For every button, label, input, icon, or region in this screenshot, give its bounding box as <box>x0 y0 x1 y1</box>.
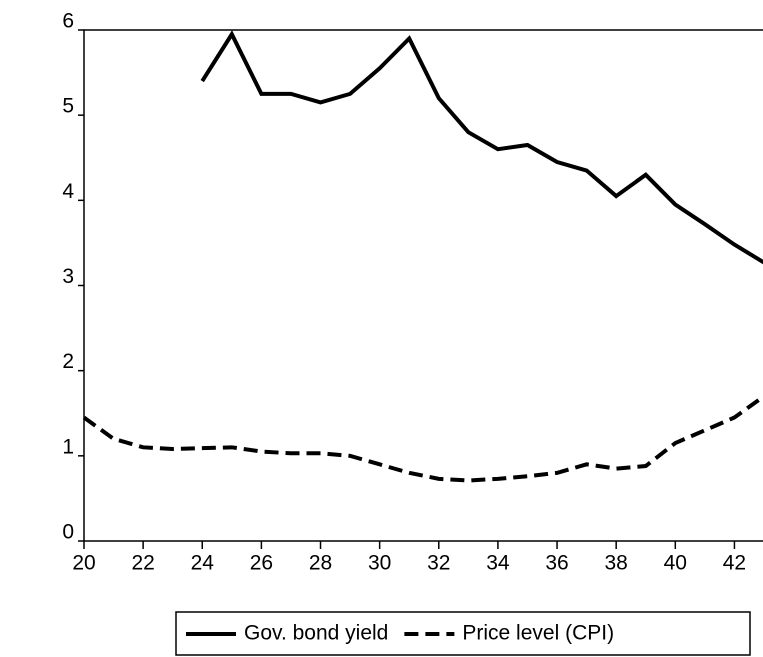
legend-box <box>175 611 751 656</box>
x-tick-label: 34 <box>486 552 510 575</box>
x-tick-label: 42 <box>723 552 746 575</box>
y-tick-label: 5 <box>62 95 74 118</box>
y-tick-label: 3 <box>62 265 74 288</box>
x-tick-label: 36 <box>545 552 568 575</box>
x-tick-label: 32 <box>427 552 450 575</box>
x-tick-label: 38 <box>604 552 627 575</box>
x-tick-label: 40 <box>664 552 687 575</box>
legend-label: Gov. bond yield <box>244 622 388 645</box>
x-tick-label: 22 <box>131 552 154 575</box>
y-tick-label: 2 <box>62 350 74 373</box>
series-line <box>82 394 763 483</box>
x-tick-label: 24 <box>191 552 215 575</box>
legend-label: Price level (CPI) <box>462 622 614 645</box>
y-tick-label: 0 <box>62 521 74 544</box>
y-tick-label: 6 <box>62 10 74 33</box>
x-tick-label: 20 <box>72 552 95 575</box>
x-tick-label: 30 <box>368 552 391 575</box>
y-tick-label: 4 <box>62 180 74 203</box>
x-tick-label: 26 <box>250 552 273 575</box>
plot-frame <box>83 29 763 542</box>
x-tick-label: 28 <box>309 552 332 575</box>
y-tick-label: 1 <box>62 435 74 458</box>
series-line <box>200 30 763 265</box>
